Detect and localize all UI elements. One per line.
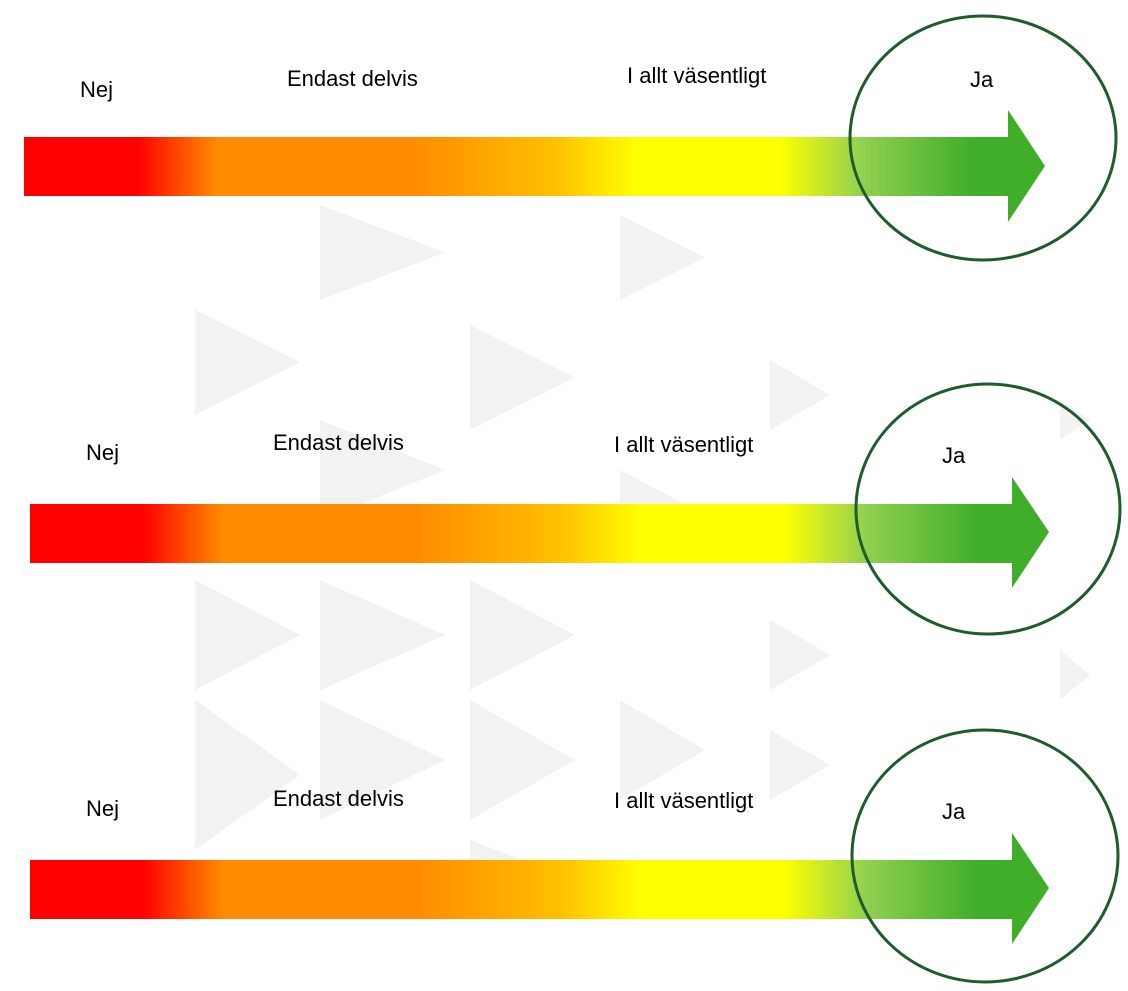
background-chevron: [470, 325, 575, 430]
label-ja: Ja: [942, 799, 966, 824]
background-chevron: [320, 580, 445, 690]
selection-circle: [848, 14, 1118, 262]
label-ja: Ja: [970, 67, 994, 92]
background-chevron: [320, 420, 445, 520]
label-i-allt-vasentligt: I allt väsentligt: [614, 788, 753, 813]
label-i-allt-vasentligt: I allt väsentligt: [614, 432, 753, 457]
selection-circle: [850, 728, 1120, 984]
rating-scale-3: Nej Endast delvis I allt väsentligt Ja: [30, 728, 1120, 984]
background-chevron: [470, 580, 575, 690]
label-endast-delvis: Endast delvis: [273, 786, 404, 811]
label-i-allt-vasentligt: I allt väsentligt: [627, 63, 766, 88]
background-chevron: [620, 215, 705, 300]
background-chevron: [470, 700, 575, 820]
label-nej: Nej: [80, 77, 113, 102]
selection-circle: [854, 382, 1122, 636]
background-chevron: [195, 310, 300, 415]
background-chevron: [1060, 650, 1090, 700]
background-chevron: [195, 700, 300, 850]
background-chevron: [195, 580, 300, 690]
label-ja: Ja: [942, 443, 966, 468]
background-chevron: [770, 730, 830, 800]
rating-scale-1: Nej Endast delvis I allt väsentligt Ja: [24, 14, 1118, 262]
label-nej: Nej: [86, 796, 119, 821]
gradient-arrow: [24, 110, 1045, 222]
rating-scale-2: Nej Endast delvis I allt väsentligt Ja: [30, 382, 1122, 636]
label-endast-delvis: Endast delvis: [273, 430, 404, 455]
gradient-arrow: [30, 477, 1049, 588]
background-chevron: [770, 620, 830, 690]
label-endast-delvis: Endast delvis: [287, 66, 418, 91]
background-chevron: [620, 700, 705, 800]
background-chevron: [320, 205, 445, 300]
background-chevron: [320, 700, 445, 820]
label-nej: Nej: [86, 440, 119, 465]
gradient-arrow: [30, 833, 1049, 944]
background-chevron: [770, 360, 830, 430]
